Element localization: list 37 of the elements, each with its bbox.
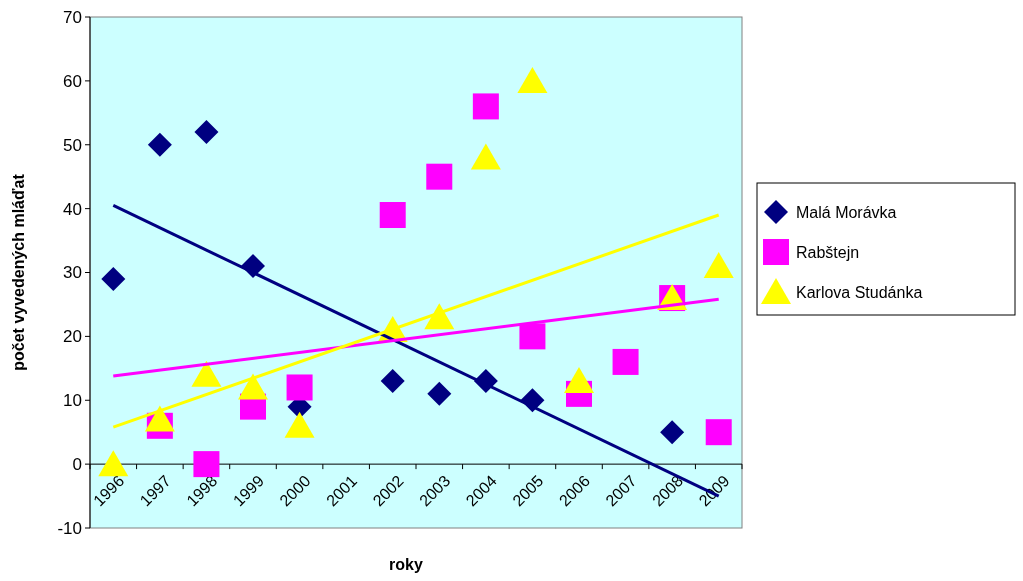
point [101,266,126,291]
legend-label: Rabštejn [796,243,860,261]
y-tick-label: 10 [63,391,82,411]
point [379,202,406,229]
point [191,360,222,387]
y-tick-label: 20 [63,327,82,347]
point [284,411,315,438]
point [193,451,220,478]
point [98,450,129,477]
point [427,381,452,406]
y-tick-label: 70 [63,7,82,27]
point [194,119,219,144]
point [519,323,546,350]
legend-label: Malá Morávka [796,203,897,221]
point [705,419,732,446]
y-tick-label: 50 [63,135,82,155]
point [144,405,175,432]
x-axis-title: roky [389,556,423,573]
point [426,163,453,190]
point [612,348,639,375]
point [470,143,501,170]
point [380,369,405,394]
point [147,132,172,157]
point [517,66,548,93]
point [472,93,499,120]
y-axis-title: počet vyvedených mláďat [10,173,27,371]
y-tick-label: 40 [63,199,82,219]
point [286,374,313,401]
point [703,252,734,279]
point [564,367,594,394]
y-tick-label: 30 [63,263,82,283]
legend-label: Karlova Studánka [796,283,923,301]
y-tick-label: -10 [57,518,82,538]
point [660,420,685,445]
y-tick-label: 60 [63,71,82,91]
y-tick-label: 0 [72,455,82,475]
point [238,373,268,400]
